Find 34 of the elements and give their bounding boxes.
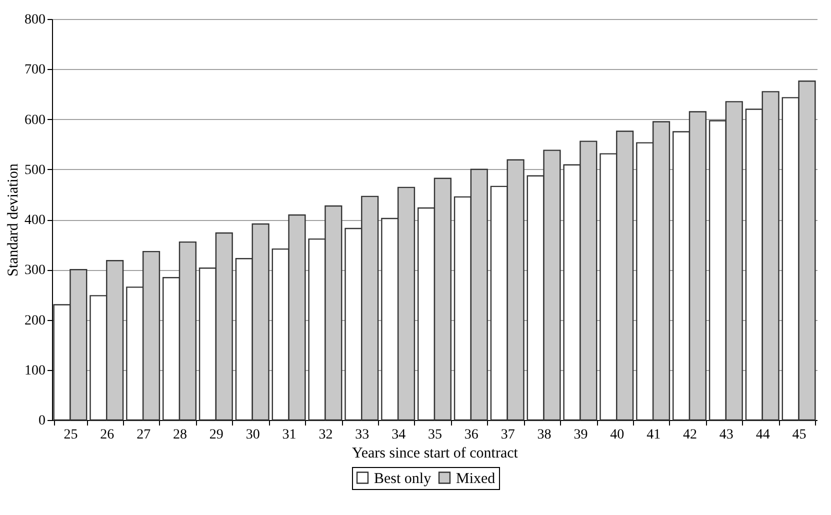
legend-label: Best only	[374, 470, 432, 487]
x-tick-label: 33	[355, 428, 370, 442]
x-tick-label: 35	[428, 428, 442, 442]
x-tick-label: 45	[792, 428, 806, 442]
y-tick-label: 500	[24, 162, 46, 178]
x-tick-label: 36	[464, 428, 478, 442]
y-tick-label: 100	[24, 363, 46, 378]
x-tick-label: 37	[500, 428, 515, 442]
x-tick-label: 44	[756, 428, 770, 442]
x-tick-label: 25	[64, 428, 78, 442]
x-tick-label: 27	[136, 428, 151, 442]
y-tick-label: 700	[24, 62, 46, 78]
x-tick-label: 40	[610, 428, 624, 442]
x-tick-label: 38	[537, 428, 552, 442]
x-tick-label: 28	[173, 428, 187, 442]
legend-label: Mixed	[456, 470, 496, 487]
y-tick-label: 800	[24, 12, 46, 28]
y-axis-title: Standard deviation	[6, 163, 22, 276]
x-axis-title: Years since start of contract	[352, 446, 519, 462]
x-tick-label: 31	[282, 428, 296, 442]
y-tick-label: 200	[24, 313, 46, 328]
x-tick-label: 26	[100, 428, 114, 442]
y-tick-label: 400	[24, 213, 46, 228]
x-tick-label: 43	[719, 428, 734, 442]
x-tick-label: 34	[392, 428, 406, 442]
x-tick-label: 30	[246, 428, 260, 442]
y-tick-label: 300	[24, 263, 46, 278]
x-tick-label: 39	[574, 428, 588, 442]
x-tick-label: 41	[646, 428, 661, 442]
x-tick-label: 32	[318, 428, 333, 442]
y-tick-label: 600	[24, 112, 46, 128]
y-tick-label: 0	[38, 414, 46, 428]
x-tick-label: 29	[209, 428, 224, 442]
x-tick-label: 42	[683, 428, 697, 442]
